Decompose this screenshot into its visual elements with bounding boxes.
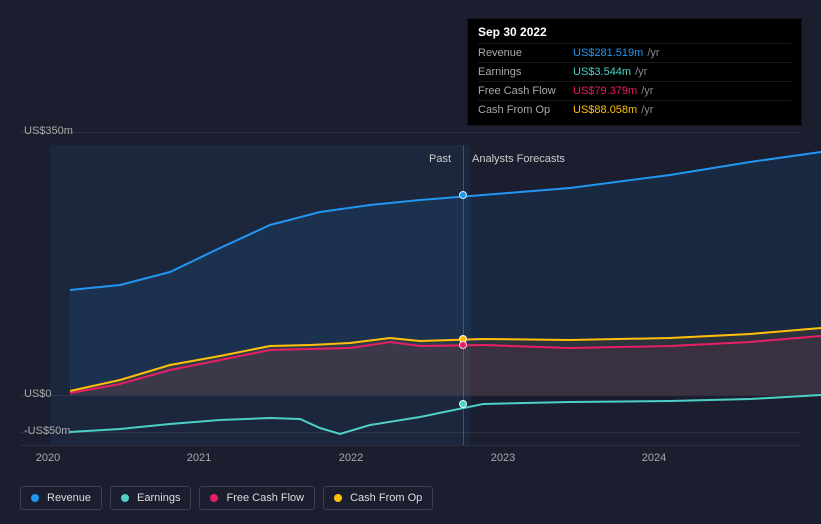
hover-marker: [459, 400, 467, 408]
legend-label: Revenue: [47, 492, 91, 504]
x-axis-label: 2023: [491, 452, 515, 464]
tooltip-date: Sep 30 2022: [478, 25, 791, 43]
tooltip-metric-value: US$281.519m: [573, 47, 643, 59]
x-axis-label: 2021: [187, 452, 211, 464]
tooltip-row: Free Cash FlowUS$79.379m/yr: [478, 81, 791, 100]
legend-label: Cash From Op: [350, 492, 422, 504]
legend-item-earnings[interactable]: Earnings: [110, 486, 191, 510]
tooltip-row: RevenueUS$281.519m/yr: [478, 43, 791, 62]
y-axis-label: -US$50m: [24, 425, 70, 437]
tooltip-metric-unit: /yr: [647, 47, 659, 59]
tooltip-metric-unit: /yr: [641, 85, 653, 97]
x-axis-label: 2020: [36, 452, 60, 464]
tooltip-metric-unit: /yr: [635, 66, 647, 78]
tooltip-metric-value: US$3.544m: [573, 66, 631, 78]
tooltip-metric-label: Revenue: [478, 47, 573, 59]
legend-swatch: [334, 494, 342, 502]
legend-swatch: [121, 494, 129, 502]
tooltip-metric-value: US$88.058m: [573, 104, 637, 116]
legend-item-cash-from-op[interactable]: Cash From Op: [323, 486, 433, 510]
tooltip-metric-unit: /yr: [641, 104, 653, 116]
hover-marker: [459, 191, 467, 199]
tooltip-metric-label: Free Cash Flow: [478, 85, 573, 97]
tooltip-metric-value: US$79.379m: [573, 85, 637, 97]
legend-label: Free Cash Flow: [226, 492, 304, 504]
tooltip-rows: RevenueUS$281.519m/yrEarningsUS$3.544m/y…: [478, 43, 791, 119]
legend-label: Earnings: [137, 492, 180, 504]
y-axis-label: US$350m: [24, 125, 73, 137]
hover-marker: [459, 341, 467, 349]
baseline: [20, 445, 801, 446]
y-axis-label: US$0: [24, 388, 52, 400]
tooltip-row: Cash From OpUS$88.058m/yr: [478, 100, 791, 119]
chart-tooltip: Sep 30 2022 RevenueUS$281.519m/yrEarning…: [467, 18, 802, 126]
series-line: [70, 395, 821, 434]
legend-item-free-cash-flow[interactable]: Free Cash Flow: [199, 486, 315, 510]
tooltip-metric-label: Cash From Op: [478, 104, 573, 116]
legend-swatch: [31, 494, 39, 502]
tooltip-row: EarningsUS$3.544m/yr: [478, 62, 791, 81]
legend-item-revenue[interactable]: Revenue: [20, 486, 102, 510]
chart-legend: Revenue Earnings Free Cash Flow Cash Fro…: [20, 486, 433, 510]
x-axis-label: 2024: [642, 452, 666, 464]
x-axis-label: 2022: [339, 452, 363, 464]
tooltip-metric-label: Earnings: [478, 66, 573, 78]
legend-swatch: [210, 494, 218, 502]
